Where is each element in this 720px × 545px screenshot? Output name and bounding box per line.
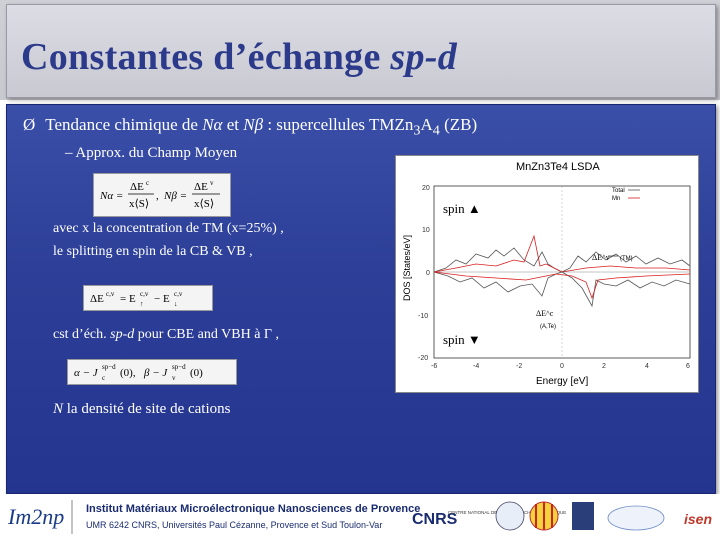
arrow-down-icon: ▼ [467, 332, 481, 347]
svg-text:sp−d: sp−d [172, 363, 186, 371]
bullet-2: – Approx. du Champ Moyen [65, 145, 238, 161]
svg-text:ΔE: ΔE [130, 181, 144, 193]
svg-text:ΔE: ΔE [194, 181, 208, 193]
paragraph-exchange-constant: cst d’éch. sp-d pour CBE and VBH à Γ , [53, 327, 279, 342]
y-tick: 10 [422, 227, 430, 234]
y-tick: -20 [418, 355, 428, 362]
delta-ec-label: ΔE^c [536, 309, 554, 318]
formula-n-alpha-n-beta: Nα = ΔE c x⟨S⟩ , Nβ = ΔE v x⟨S⟩ [93, 173, 231, 217]
x-tick: 0 [560, 363, 564, 370]
svg-text:β − J: β − J [143, 367, 168, 379]
technopole-logo-icon [607, 505, 665, 531]
x-axis-label: Energy [eV] [536, 376, 588, 387]
x-tick: -4 [473, 363, 479, 370]
paragraph-concentration: avec x la concentration de TM (x=25%) , [53, 221, 284, 236]
figure-title: MnZn3Te4 LSDA [516, 161, 600, 173]
bullet-1: Ø Tendance chimique de Nα et Nβ : superce… [23, 115, 478, 139]
title-box: Constantes d’échange sp-d [6, 4, 716, 98]
y-tick: 0 [426, 270, 430, 277]
spin-down-label: spin ▼ [441, 332, 483, 348]
svg-text:(0),: (0), [120, 367, 136, 379]
mn-dos-line-up [433, 234, 691, 273]
university-seal-icon [495, 501, 525, 531]
svg-text:c,v: c,v [106, 290, 115, 298]
spin-up-label: spin ▲ [441, 201, 483, 217]
arrow-up-icon: ▲ [467, 201, 481, 216]
institute-line-1: Institut Matériaux Microélectronique Nan… [86, 503, 420, 515]
svg-text:Nα =: Nα = [99, 190, 123, 202]
dos-figure: MnZn3Te4 LSDA DOS [States/eV] Energy [eV… [395, 155, 699, 393]
svg-text:(0): (0) [190, 367, 203, 379]
paragraph-site-density: N la densité de site de cations [53, 401, 231, 417]
svg-text:α − J: α − J [74, 367, 99, 379]
svg-text:x⟨S⟩: x⟨S⟩ [194, 198, 214, 210]
svg-text:− E: − E [154, 293, 170, 305]
x-tick: 6 [686, 363, 690, 370]
mn-dos-line-down [433, 271, 691, 300]
annotation-aanion: (A,Te) [540, 324, 556, 330]
svg-text:c: c [102, 374, 105, 382]
svg-text:c,v: c,v [140, 290, 149, 298]
svg-text:↓: ↓ [174, 300, 178, 308]
svg-text:Nβ =: Nβ = [163, 190, 187, 202]
x-tick: -2 [516, 363, 522, 370]
toulon-logo-icon [572, 502, 594, 530]
delta-ev-label: ΔE^v [592, 253, 610, 262]
footer-logos: Im2np Institut Matériaux Microélectroniq… [0, 494, 720, 540]
svg-text:x⟨S⟩: x⟨S⟩ [129, 198, 149, 210]
content-panel: Ø Tendance chimique de Nα et Nβ : superce… [6, 104, 716, 494]
svg-text:c: c [146, 179, 149, 187]
isen-logo: isen [684, 511, 712, 527]
svg-text:v: v [172, 374, 176, 382]
slide-title: Constantes d’échange sp-d [21, 36, 458, 78]
x-tick: -6 [431, 363, 437, 370]
y-tick: 20 [422, 185, 430, 192]
cnrs-logo: CNRS [412, 511, 458, 528]
svg-text:ΔE: ΔE [90, 293, 104, 305]
svg-text:,: , [156, 190, 159, 202]
svg-text:sp−d: sp−d [102, 363, 116, 371]
institute-line-2: UMR 6242 CNRS, Universités Paul Cézanne,… [86, 520, 382, 530]
svg-text:↑: ↑ [140, 300, 144, 308]
paragraph-splitting: le splitting en spin de la CB & VB , [53, 244, 253, 259]
x-tick: 4 [645, 363, 649, 370]
total-dos-line-down [433, 271, 691, 308]
x-tick: 2 [602, 363, 606, 370]
svg-text:= E: = E [120, 293, 136, 305]
arrow-bullet-icon: Ø [23, 115, 36, 134]
legend-mn: Mn [612, 196, 620, 202]
y-axis-label: DOS [States/eV] [402, 235, 412, 301]
svg-text:c,v: c,v [174, 290, 183, 298]
im2np-logo: Im2np [7, 504, 64, 529]
svg-text:v: v [210, 179, 214, 187]
annotation-tm: (TM) [620, 256, 633, 262]
legend-total: Total [612, 188, 625, 194]
y-tick: -10 [418, 313, 428, 320]
